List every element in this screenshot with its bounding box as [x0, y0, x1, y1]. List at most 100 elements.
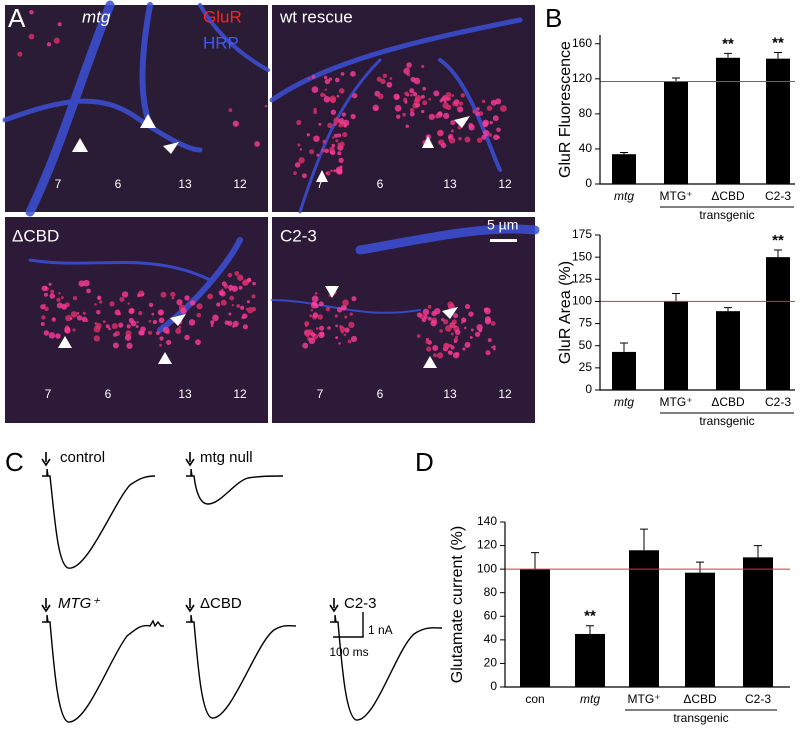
punctum [180, 307, 187, 315]
x-tick-label: C2-3 [765, 189, 791, 203]
scale-label: 1 nA [368, 623, 393, 637]
punctum [313, 110, 317, 115]
trace-label: MTG⁺ [58, 595, 100, 612]
punctum [44, 306, 49, 312]
punctum [470, 328, 474, 332]
punctum [481, 99, 486, 104]
muscle-label: 13 [178, 177, 192, 191]
punctum [48, 332, 56, 339]
muscle-label: 12 [498, 177, 512, 191]
punctum [476, 107, 480, 111]
punctum [412, 91, 418, 97]
punctum [462, 347, 466, 351]
y-tick-label: 100 [477, 561, 497, 575]
punctum [342, 132, 348, 138]
punctum [338, 88, 345, 94]
punctum [308, 337, 316, 345]
punctum [147, 330, 153, 335]
punctum [430, 319, 437, 327]
punctum [340, 330, 344, 334]
error-bar [774, 52, 782, 59]
punctum [311, 74, 316, 79]
punctum [196, 303, 203, 310]
punctum [184, 334, 190, 341]
x-tick-label: mtg [614, 395, 634, 409]
punctum [232, 325, 235, 328]
punctum [294, 162, 301, 168]
punctum [152, 319, 158, 325]
punctum [60, 296, 64, 300]
punctum [490, 99, 497, 106]
punctum [450, 345, 455, 350]
y-axis-label: Glutamate current (%) [449, 526, 466, 683]
punctum [319, 325, 325, 331]
punctum [48, 282, 52, 286]
axes [504, 522, 790, 688]
punctum [328, 77, 333, 81]
punctum [252, 281, 256, 286]
punctum [493, 347, 496, 351]
punctum [102, 320, 106, 324]
punctum [304, 321, 310, 327]
punctum [324, 148, 330, 154]
punctum [434, 113, 440, 119]
punctum [245, 307, 249, 311]
x-tick-label: MTG⁺ [628, 692, 661, 706]
punctum [70, 311, 78, 318]
punctum [228, 108, 233, 112]
punctum [350, 71, 356, 77]
punctum [242, 313, 248, 319]
punctum [439, 99, 443, 103]
punctum [236, 304, 241, 308]
punctum [176, 299, 183, 306]
punctum [341, 112, 347, 117]
punctum [343, 333, 347, 337]
punctum [76, 315, 83, 321]
y-tick-label: 175 [572, 227, 592, 241]
punctum [413, 98, 420, 105]
punctum [406, 62, 412, 68]
punctum [317, 314, 323, 320]
punctum [344, 315, 348, 319]
error-bar [672, 292, 680, 302]
punctum [336, 307, 343, 313]
punctum [229, 295, 235, 301]
punctum [210, 320, 215, 325]
panel-letter: A [8, 3, 26, 33]
punctum [49, 293, 55, 299]
punctum [349, 312, 353, 316]
punctum [422, 86, 426, 91]
punctum [98, 300, 103, 304]
bar [664, 81, 688, 184]
punctum [464, 136, 471, 143]
error-bar [672, 77, 680, 82]
punctum [157, 309, 164, 316]
punctum [56, 302, 63, 309]
punctum [121, 291, 129, 298]
punctum [72, 328, 76, 332]
punctum [228, 312, 232, 316]
error-bar [754, 545, 762, 558]
punctum [111, 323, 118, 330]
punctum [237, 274, 244, 281]
punctum [450, 120, 456, 126]
punctum [108, 327, 111, 331]
punctum [484, 307, 491, 315]
punctum [293, 171, 297, 175]
y-tick-label: 25 [579, 360, 593, 374]
punctum [334, 77, 340, 83]
punctum [188, 319, 196, 326]
error-bar [724, 307, 732, 312]
trace-group [185, 598, 297, 719]
punctum [468, 124, 475, 131]
punctum [195, 339, 201, 346]
punctum [386, 81, 393, 88]
punctum [336, 94, 340, 98]
punctum [416, 312, 423, 318]
punctum [238, 285, 243, 290]
punctum [218, 290, 224, 296]
punctum [404, 100, 408, 104]
punctum [440, 142, 447, 149]
punctum [327, 326, 331, 330]
